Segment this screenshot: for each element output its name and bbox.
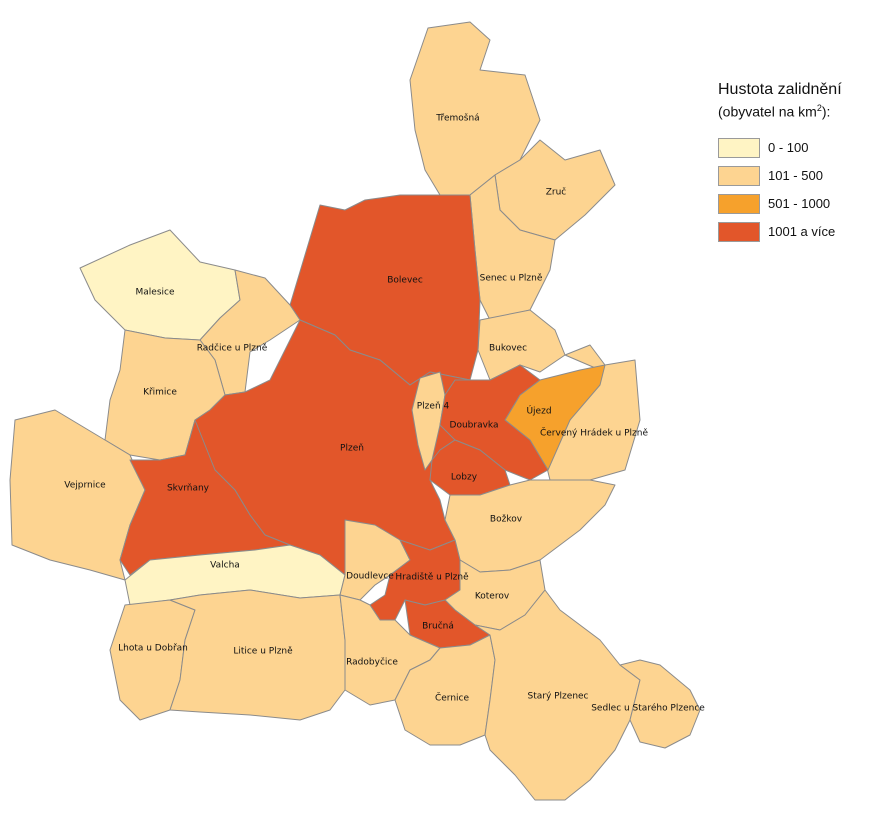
map-regions <box>9 21 701 801</box>
region-lobzy[interactable] <box>429 439 511 496</box>
label-hradiste: Hradiště u Plzně <box>395 572 469 583</box>
label-radobycice: Radobyčice <box>346 657 398 668</box>
map-legend: Hustota zalidnění (obyvatel na km2): 0 -… <box>718 80 874 246</box>
region-sedlec[interactable] <box>619 659 701 749</box>
label-senec: Senec u Plzně <box>480 274 543 284</box>
region-stary[interactable] <box>474 589 641 801</box>
legend-item: 101 - 500 <box>718 162 874 190</box>
label-doubravka: Doubravka <box>450 421 499 431</box>
label-vejprnice: Vejprnice <box>64 481 106 491</box>
label-bukovec: Bukovec <box>489 344 527 354</box>
legend-swatch <box>718 221 760 242</box>
legend-item: 1001 a více <box>718 218 874 246</box>
legend-subtitle-prefix: (obyvatel na km <box>718 103 817 120</box>
region-bukovec[interactable] <box>477 309 566 381</box>
label-valcha: Valcha <box>210 561 240 571</box>
label-bolevec: Bolevec <box>387 276 423 286</box>
label-litice: Litice u Plzně <box>233 647 293 657</box>
label-krimice: Křimice <box>143 388 177 398</box>
legend-subtitle-sup: 2 <box>816 103 822 113</box>
region-litice[interactable] <box>169 589 346 721</box>
label-plzen4: Plzeň 4 <box>417 401 450 412</box>
legend-label: 101 - 500 <box>768 168 823 184</box>
region-doubravka[interactable] <box>439 364 549 481</box>
label-lobzy: Lobzy <box>451 473 478 483</box>
legend-title: Hustota zalidnění <box>718 81 842 98</box>
label-zruc: Zruč <box>546 187 567 198</box>
label-doudlevce: Doudlevce <box>346 572 394 582</box>
legend-label: 501 - 1000 <box>768 196 831 212</box>
label-tremosna: Třemošná <box>435 113 479 124</box>
label-lhota: Lhota u Dobřan <box>118 644 188 654</box>
label-sedlec: Sedlec u Starého Plzence <box>591 703 705 714</box>
region-doudlevce[interactable] <box>339 519 411 601</box>
legend-item: 501 - 1000 <box>718 190 874 218</box>
legend-label: 1001 a více <box>768 224 836 240</box>
label-ujezd: Újezd <box>526 405 551 417</box>
label-bozkov: Božkov <box>490 515 523 525</box>
label-malesice: Malesice <box>136 288 175 298</box>
legend-subtitle: (obyvatel na km2): <box>718 99 874 122</box>
label-plzen: Plzeň <box>340 443 364 454</box>
label-brucna: Bručná <box>422 621 454 632</box>
legend-swatch <box>718 137 760 158</box>
map-labels: Třemošná Zruč Senec u Plzně Bolevec Male… <box>64 113 705 714</box>
label-cernice: Černice <box>435 692 470 704</box>
label-cerveny: Červený Hrádek u Plzně <box>540 427 649 439</box>
legend-subtitle-suffix: ): <box>821 103 831 120</box>
label-radcice: Radčice u Plzně <box>197 343 268 354</box>
legend-items: 0 - 100 101 - 500 501 - 1000 1001 a více <box>718 134 874 246</box>
legend-swatch <box>718 165 760 186</box>
legend-label: 0 - 100 <box>768 140 809 156</box>
label-skvnany: Skvrňany <box>167 483 210 494</box>
label-koterov: Koterov <box>475 592 510 602</box>
legend-swatch <box>718 193 760 214</box>
label-stary: Starý Plzenec <box>527 692 588 702</box>
legend-item: 0 - 100 <box>718 134 874 162</box>
